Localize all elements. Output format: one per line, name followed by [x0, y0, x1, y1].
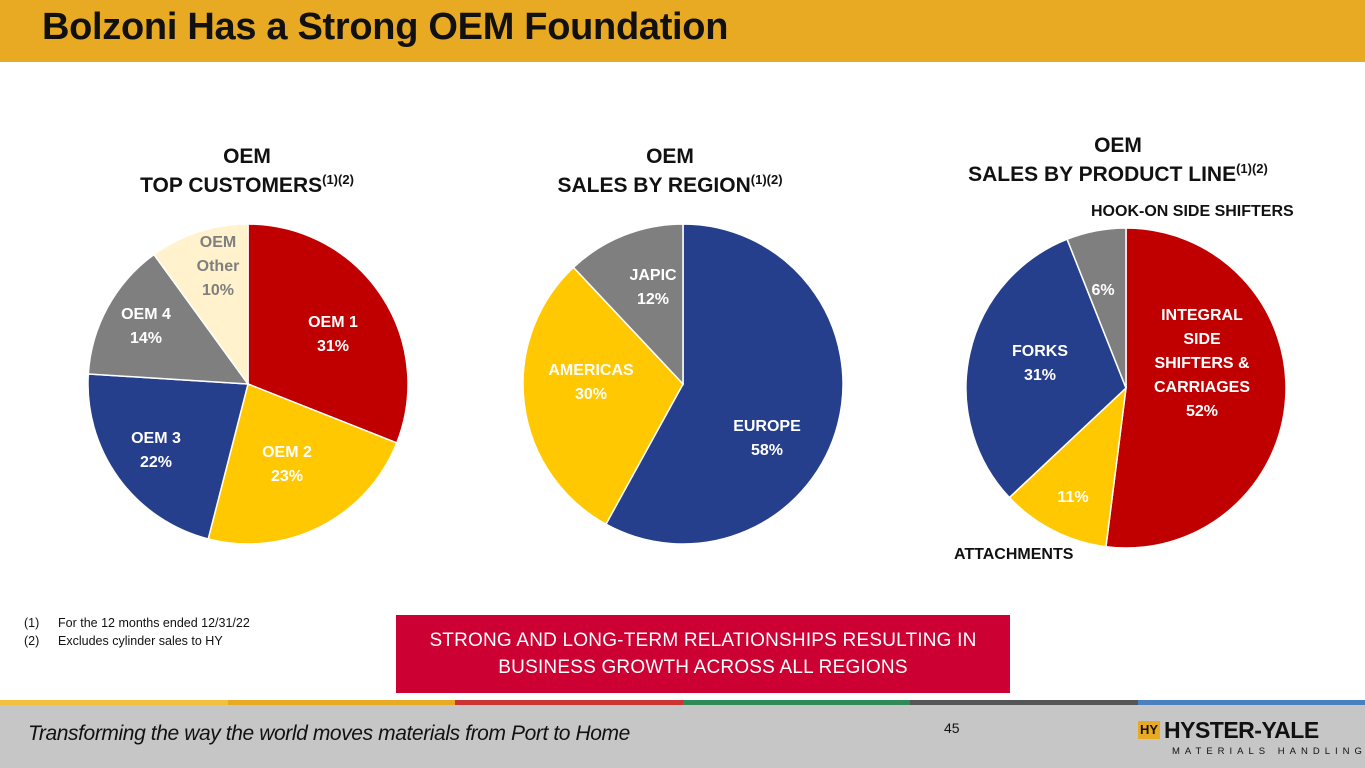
callout-line-2: BUSINESS GROWTH ACROSS ALL REGIONS — [498, 657, 908, 678]
footnote-number: (1) — [24, 616, 40, 630]
logo-subtitle: MATERIALS HANDLING — [1172, 746, 1365, 757]
logo-name: HYSTER-YALE — [1164, 717, 1319, 743]
pie-slice-attachments — [1008, 386, 1128, 548]
pie-slice-hook-on-side-shifters — [1066, 227, 1127, 389]
chart-title-top-customers: OEM TOP CUSTOMERS(1)(2) — [117, 142, 377, 200]
footnote-2: (2) Excludes cylinder sales to HY — [24, 632, 250, 650]
footnote-1: (1) For the 12 months ended 12/31/22 — [24, 614, 250, 632]
slice-label-oem-4: OEM 4 14% — [121, 306, 171, 347]
slice-label-attachments: 11% — [1057, 489, 1088, 506]
slice-label-hook-on-side-shifters: 6% — [1091, 282, 1114, 299]
pie-chart-sales-by-region: EUROPE 58% AMERICAS 30% JAPIC 12% — [522, 223, 844, 545]
slice-label-europe: EUROPE 58% — [733, 418, 801, 459]
footnote-text: Excludes cylinder sales to HY — [58, 634, 223, 648]
pie-slice-oem-2 — [207, 382, 398, 545]
callout-line-1: STRONG AND LONG-TERM RELATIONSHIPS RESUL… — [429, 630, 977, 651]
header-bar: Bolzoni Has a Strong OEM Foundation — [0, 0, 1365, 62]
footer-stripe-segment — [228, 700, 455, 705]
slice-label-oem-other: OEM Other 10% — [197, 234, 240, 299]
footer-stripe-segment — [1138, 700, 1365, 705]
chart-title-line1: OEM — [646, 145, 694, 168]
footnotes: (1) For the 12 months ended 12/31/22 (2)… — [24, 614, 250, 650]
footer-stripe-segment — [910, 700, 1138, 705]
slice-label-forks: FORKS 31% — [1012, 343, 1068, 384]
chart-title-sales-by-region: OEM SALES BY REGION(1)(2) — [520, 142, 820, 200]
footer-stripe-segment — [455, 700, 683, 705]
footer-stripe-segment — [0, 700, 228, 705]
footer-bar: Transforming the way the world moves mat… — [0, 705, 1365, 768]
pie-slice-oem-3 — [87, 373, 249, 540]
callout-banner: STRONG AND LONG-TERM RELATIONSHIPS RESUL… — [396, 615, 1010, 693]
slice-label-japic: JAPIC 12% — [629, 267, 677, 308]
slice-label-oem-3: OEM 3 22% — [131, 430, 181, 471]
slice-label-oem-2: OEM 2 23% — [262, 444, 312, 485]
page-number: 45 — [944, 720, 960, 736]
pie-slice-oem-4 — [87, 253, 250, 385]
chart-title-line2: SALES BY REGION(1)(2) — [557, 172, 783, 197]
footer-stripe-segment — [683, 700, 910, 705]
slice-label-oem-1: OEM 1 31% — [308, 314, 358, 355]
pie-slice-americas — [522, 266, 684, 526]
hyster-yale-logo: HY HYSTER-YALE MATERIALS HANDLING — [1138, 717, 1362, 761]
slice-label-integral-side-shifters-carriages: INTEGRAL SIDE SHIFTERS & CARRIAGES 52% — [1154, 307, 1250, 420]
footnote-number: (2) — [24, 634, 40, 648]
page-title: Bolzoni Has a Strong OEM Foundation — [42, 6, 729, 48]
pie-slice-forks — [965, 238, 1127, 499]
label-hook-on-side-shifters: HOOK-ON SIDE SHIFTERS — [1091, 203, 1294, 220]
hy-logo-icon: HY — [1138, 721, 1160, 739]
pie-chart-sales-by-product-line: INTEGRAL SIDE SHIFTERS & CARRIAGES 52% 11% FOR… — [965, 227, 1287, 549]
pie-slice-oem-1 — [247, 223, 409, 444]
pie-slice-europe — [604, 223, 844, 545]
chart-title-line1: OEM — [223, 145, 271, 168]
footnote-text: For the 12 months ended 12/31/22 — [58, 616, 250, 630]
chart-title-line2: SALES BY PRODUCT LINE(1)(2) — [968, 161, 1268, 186]
pie-slice-japic — [572, 223, 684, 386]
label-attachments: ATTACHMENTS — [954, 546, 1074, 563]
chart-title-sales-by-product-line: OEM SALES BY PRODUCT LINE(1)(2) — [948, 131, 1288, 189]
chart-title-line2: TOP CUSTOMERS(1)(2) — [140, 172, 354, 197]
footer-tagline: Transforming the way the world moves mat… — [28, 722, 630, 745]
slice-label-americas: AMERICAS 30% — [548, 362, 634, 403]
pie-chart-top-customers: OEM 1 31% OEM 2 23% OEM 3 22% OEM 4 14% OEM Other… — [87, 223, 409, 545]
pie-slice-oem-other — [152, 223, 249, 387]
chart-title-line1: OEM — [1094, 134, 1142, 157]
pie-slice-integral-side-shifters-carriages — [1105, 227, 1287, 549]
